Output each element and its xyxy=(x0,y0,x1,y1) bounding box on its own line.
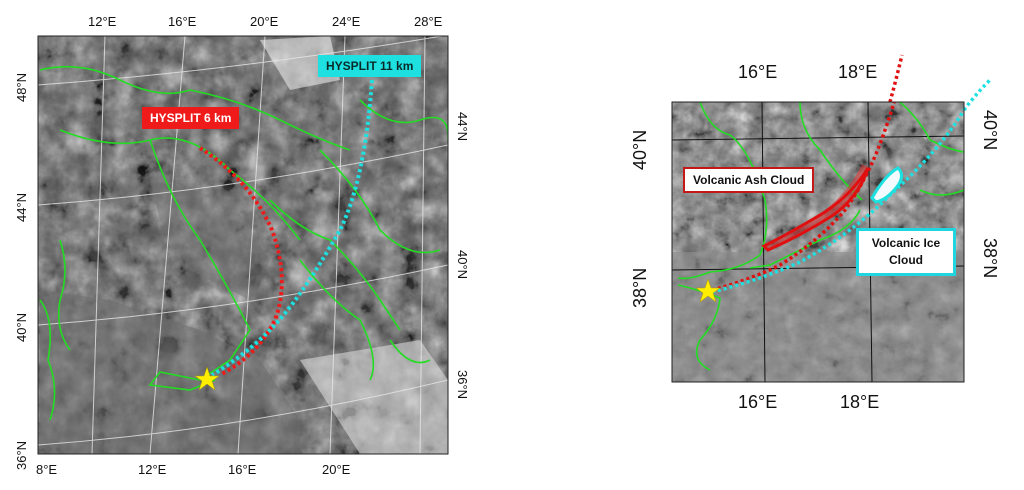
hysplit-11km-label: HYSPLIT 11 km xyxy=(318,55,422,77)
right-top-tick: 18°E xyxy=(838,62,878,82)
right-map-left-tick: 40°N xyxy=(630,129,650,170)
right-side-tick: 36°N xyxy=(455,370,470,400)
left-top-tick: 20°E xyxy=(250,14,279,29)
coastlines xyxy=(39,65,448,421)
right-side-tick: 44°N xyxy=(455,112,470,142)
volcanic-ice-cloud-label: Volcanic Ice Cloud xyxy=(856,228,956,276)
left-side-tick: 36°N xyxy=(14,440,29,470)
right-bottom-tick: 18°E xyxy=(840,392,880,412)
left-satellite-map: 12°E 16°E 20°E 24°E 28°E 8°E 12°E 16°E 2… xyxy=(0,0,470,490)
right-map-image xyxy=(671,54,992,383)
left-bottom-tick: 16°E xyxy=(228,462,257,477)
right-satellite-map: 16°E 18°E 16°E 18°E 40°N 38°N 40°N 38°N … xyxy=(600,40,1020,460)
hysplit-11km-trajectory xyxy=(210,79,374,377)
left-map-image xyxy=(37,35,449,455)
hysplit-6km-label: HYSPLIT 6 km xyxy=(142,107,240,129)
right-bottom-tick: 16°E xyxy=(738,392,778,412)
volcanic-ash-cloud-label: Volcanic Ash Cloud xyxy=(683,167,815,193)
left-side-tick: 40°N xyxy=(14,312,29,342)
hysplit-6km-trajectory xyxy=(198,146,284,377)
left-bottom-tick: 8°E xyxy=(36,462,58,477)
left-top-tick: 16°E xyxy=(168,14,197,29)
volcano-star-icon xyxy=(695,278,721,303)
cyan-trajectory xyxy=(962,78,992,112)
left-top-tick: 28°E xyxy=(414,14,443,29)
right-map-right-tick: 38°N xyxy=(980,238,1000,279)
left-top-tick: 24°E xyxy=(332,14,361,29)
right-top-tick: 16°E xyxy=(738,62,778,82)
left-side-tick: 48°N xyxy=(14,72,29,102)
red-trajectory xyxy=(888,54,904,103)
left-side-tick: 44°N xyxy=(14,192,29,222)
right-side-tick: 40°N xyxy=(455,250,470,280)
volcano-star-icon xyxy=(194,366,220,391)
left-bottom-tick: 20°E xyxy=(322,462,351,477)
left-bottom-tick: 12°E xyxy=(138,462,167,477)
right-map-right-tick: 40°N xyxy=(980,110,1000,151)
right-map-left-tick: 38°N xyxy=(630,267,650,308)
left-top-tick: 12°E xyxy=(88,14,117,29)
